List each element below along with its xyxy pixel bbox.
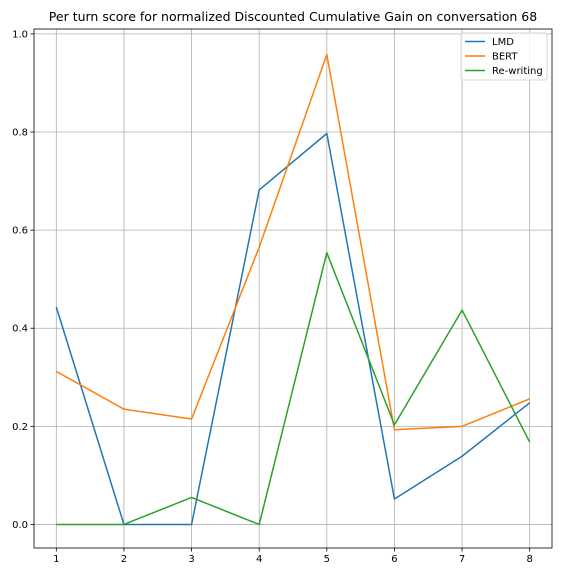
x-tick-label: 1 bbox=[53, 554, 59, 565]
series-line-lmd bbox=[55, 132, 531, 526]
chart-title: Per turn score for normalized Discounted… bbox=[49, 9, 537, 24]
y-tick-label: 0.8 bbox=[12, 128, 28, 139]
series-line-bert bbox=[55, 53, 530, 431]
legend-label: BERT bbox=[492, 52, 518, 63]
x-axis: 1 2 3 4 5 6 7 8 bbox=[53, 548, 533, 565]
x-tick-label: 5 bbox=[324, 554, 330, 565]
y-tick-label: 0.2 bbox=[12, 422, 28, 433]
x-tick-label: 8 bbox=[526, 554, 532, 565]
x-tick-label: 7 bbox=[459, 554, 465, 565]
legend-label: LMD bbox=[492, 37, 514, 48]
x-tick-label: 4 bbox=[256, 554, 262, 565]
y-tick-label: 0.0 bbox=[12, 520, 28, 531]
y-tick-label: 1.0 bbox=[12, 29, 28, 40]
grid-lines bbox=[34, 29, 552, 548]
series-line-re-writing bbox=[56, 251, 531, 526]
x-tick-label: 3 bbox=[188, 554, 194, 565]
legend-box bbox=[460, 32, 548, 81]
legend-label: Re-writing bbox=[492, 66, 543, 77]
y-axis: 0.0 0.2 0.4 0.6 0.8 1.0 bbox=[12, 29, 34, 531]
series-lines bbox=[55, 53, 531, 526]
x-tick-label: 6 bbox=[391, 554, 397, 565]
x-tick-label: 2 bbox=[121, 554, 127, 565]
y-tick-label: 0.4 bbox=[12, 324, 28, 335]
legend: LMD BERT Re-writing bbox=[460, 32, 548, 81]
y-tick-label: 0.6 bbox=[12, 226, 28, 237]
plot-area bbox=[33, 28, 553, 549]
